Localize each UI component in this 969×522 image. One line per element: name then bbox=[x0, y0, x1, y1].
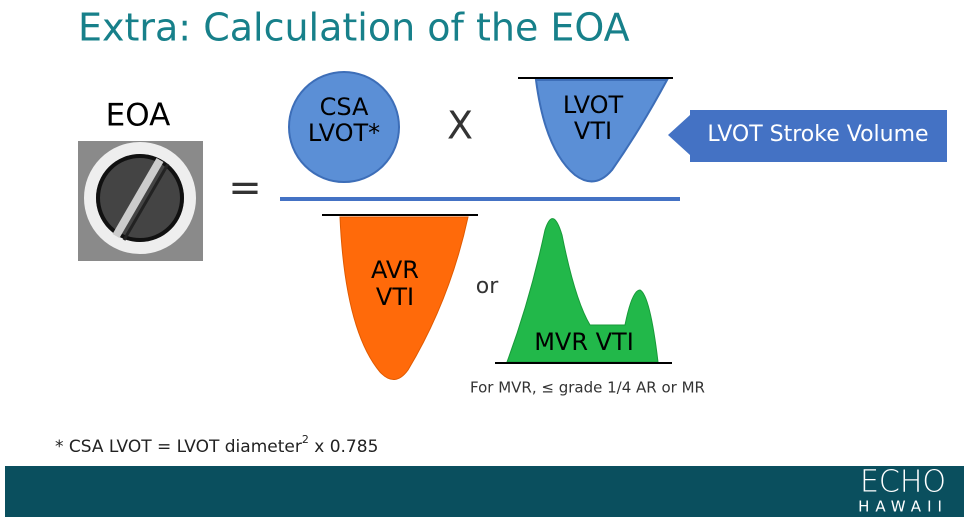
footer-band bbox=[5, 466, 964, 517]
csa-circle bbox=[288, 71, 400, 183]
equals: = bbox=[228, 165, 262, 211]
callout-arrow bbox=[668, 110, 947, 162]
eoa-label: EOA bbox=[106, 98, 171, 134]
avr-vti-text: AVR bbox=[371, 256, 419, 284]
lvot-vti-shape bbox=[534, 79, 669, 183]
footnote-tail: x 0.785 bbox=[309, 437, 379, 457]
logo-top: ECHO bbox=[860, 465, 946, 500]
mvr-note: For MVR, ≤ grade 1/4 AR or MR bbox=[470, 379, 705, 397]
csa-text: LVOT* bbox=[308, 119, 380, 147]
lvot-vti-text: VTI bbox=[574, 117, 612, 145]
csa-text: CSA bbox=[320, 93, 369, 121]
valve-image bbox=[78, 141, 203, 261]
logo-bottom: HAWAII bbox=[858, 498, 948, 516]
or-text: or bbox=[476, 274, 499, 299]
times: X bbox=[447, 104, 473, 148]
callout-text: LVOT Stroke Volume bbox=[707, 122, 928, 147]
avr-vti-shape bbox=[339, 216, 469, 380]
footnote-text: * CSA LVOT = LVOT diameter bbox=[55, 437, 302, 457]
mvr-vti-shape bbox=[506, 218, 659, 363]
lvot-vti-text: LVOT bbox=[563, 91, 624, 119]
footnote-superscript: 2 bbox=[302, 433, 309, 446]
title: Extra: Calculation of the EOA bbox=[78, 6, 630, 50]
mvr-vti-text: MVR VTI bbox=[534, 328, 634, 356]
footnote: * CSA LVOT = LVOT diameter2 x 0.785 bbox=[55, 433, 378, 457]
avr-vti-text: VTI bbox=[376, 283, 414, 311]
